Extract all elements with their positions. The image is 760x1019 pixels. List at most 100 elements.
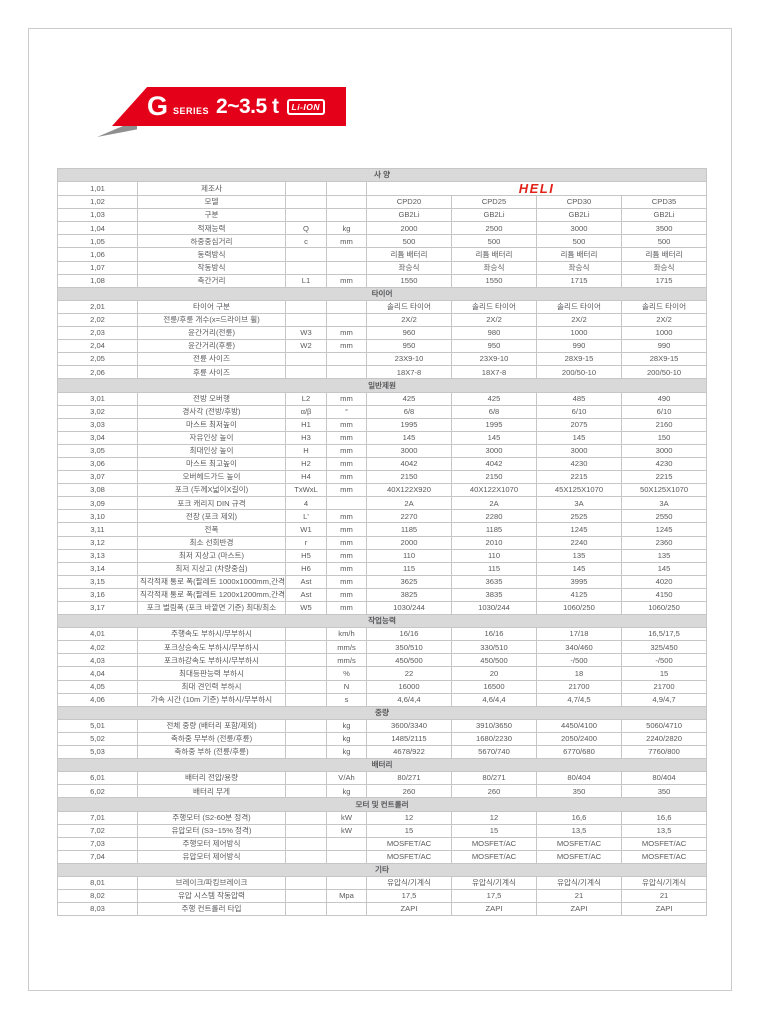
value-cell: 110 [366,548,452,563]
section-header-row: 일반제원 [56,378,708,393]
row-label: 브레이크/파킹브레이크 [137,875,286,891]
row-unit: N [326,679,367,694]
section-title: 타이어 [56,286,708,301]
value-cell: 21700 [620,679,708,694]
value-cell: 16,6 [620,810,708,825]
value-cell: 유압식/기계식 [451,875,537,891]
value-cell: 28X9-15 [620,352,708,367]
value-cell: 115 [366,561,452,576]
spec-row: 5,03 축하중 부하 (전륜/후륜) kg 4678/922 5670/740 6770… [57,745,708,760]
value-cell: 4230 [536,456,622,472]
value-cell: GB2Li [366,208,452,223]
row-number: 6,01 [57,771,138,786]
value-cell: 135 [620,548,708,563]
value-cell: GB2Li [451,208,537,223]
value-cell: 12 [451,810,537,825]
row-unit: mm [326,234,367,249]
spec-row: 8,01 브레이크/파킹브레이크 유압식/기계식 유압식/기계식 유압식/기계식 유압식/… [57,875,708,891]
row-number: 8,01 [57,875,138,891]
row-number: 4,01 [57,627,138,642]
series-banner: G SERIES 2~3.5 t Li-ION [112,87,346,126]
row-symbol [285,731,327,747]
row-symbol: W2 [285,339,327,354]
row-symbol: H3 [285,430,327,445]
section-header-row: 타이어 [56,286,708,301]
liion-badge: Li-ION [286,98,325,115]
value-cell: 1550 [451,273,537,288]
value-cell: GB2Li [620,208,708,223]
value-cell: 3000 [451,443,537,458]
row-symbol [285,784,327,799]
value-cell: 3A [620,496,708,511]
row-number: 2,03 [57,326,138,341]
row-unit: mm [326,456,367,472]
row-label: 마스트 최고높이 [137,456,286,472]
value-cell: MOSFET/AC [451,836,537,851]
value-cell: 1485/2115 [366,731,452,747]
value-cell: MOSFET/AC [366,836,452,851]
row-label: 포크상승속도 부하시/무부하시 [137,640,286,655]
row-number: 3,11 [57,522,138,537]
value-cell: 좌승식 [536,260,622,275]
row-unit: km/h [326,627,367,642]
row-label: 주행 컨트롤러 타입 [137,902,286,917]
row-number: 3,13 [57,548,138,563]
row-unit [326,496,367,511]
row-number: 1,07 [57,260,138,275]
spec-row: 3,17 포크 벌림폭 (포크 바깥면 기준) 최대/최소 W5 mm 1030/244… [57,600,708,616]
spec-row: 3,13 최저 지상고 (마스트) H5 mm 110 110 135 135 [57,548,708,563]
row-number: 1,05 [57,234,138,249]
value-cell: 3825 [366,587,452,603]
brand-cell: HELI [365,181,708,197]
value-cell: 1185 [451,522,537,537]
row-unit: kW [326,823,367,838]
value-cell: 2360 [620,535,708,550]
value-cell: 솔리드 타이어 [451,299,537,314]
spec-row: 1,01 제조사 HELI [57,181,708,197]
row-label: 축하중 부하 (전륜/후륜) [137,745,286,760]
value-cell: 4,9/4,7 [620,692,708,707]
value-cell: 18 [536,666,622,681]
row-symbol: r [285,535,327,550]
row-symbol [285,365,327,380]
value-cell: CPD20 [366,195,452,210]
row-number: 3,04 [57,430,138,445]
value-cell: 2075 [536,417,622,432]
section-header-row: 기타 [56,862,708,877]
row-unit: kg [326,784,367,799]
row-label: 최소 선회반경 [137,535,286,550]
value-cell: 6770/680 [536,745,622,760]
value-cell: 340/460 [536,640,622,655]
value-cell: 350/510 [366,640,452,655]
value-cell: 1060/250 [536,600,622,616]
row-symbol [285,902,327,917]
value-cell: 17,5 [451,889,537,904]
row-label: 오버헤드가드 높이 [137,470,286,485]
row-label: 전폭 [137,522,286,537]
spec-row: 3,11 전폭 W1 mm 1185 1185 1245 1245 [57,522,708,537]
value-cell: 4042 [366,456,452,472]
value-cell: 450/500 [451,653,537,668]
row-unit [326,365,367,380]
row-label: 전방 오버행 [137,391,286,406]
row-label: 경사각 (전방/후방) [137,404,286,419]
row-label: 최저 지상고 (차량중심) [137,561,286,576]
value-cell: 18X7-8 [451,365,537,380]
value-cell: 110 [451,548,537,563]
spec-row: 4,03 포크하강속도 부하시/무부하시 mm/s 450/500 450/500 -/5… [57,653,708,668]
value-cell: 260 [451,784,537,799]
spec-row: 7,03 주행모터 제어방식 MOSFET/AC MOSFET/AC MOSFET/AC… [57,836,708,851]
row-label: 하중중심거리 [137,234,286,249]
row-number: 7,03 [57,836,138,851]
row-label: 최대 견인력 부하시 [137,679,286,694]
value-cell: 1245 [620,522,708,537]
value-cell: 좌승식 [620,260,708,275]
value-cell: 유압식/기계식 [366,875,452,891]
spec-row: 7,04 유압모터 제어방식 MOSFET/AC MOSFET/AC MOSFET/AC… [57,849,708,864]
row-number: 1,02 [57,195,138,210]
value-cell: 2240 [536,535,622,550]
row-label: 윤간거리(전륜) [137,326,286,341]
spec-row: 2,06 후륜 사이즈 18X7-8 18X7-8 200/50-10 200/50-10 [57,365,708,380]
section-header-row: 모터 및 컨트롤러 [56,797,708,812]
